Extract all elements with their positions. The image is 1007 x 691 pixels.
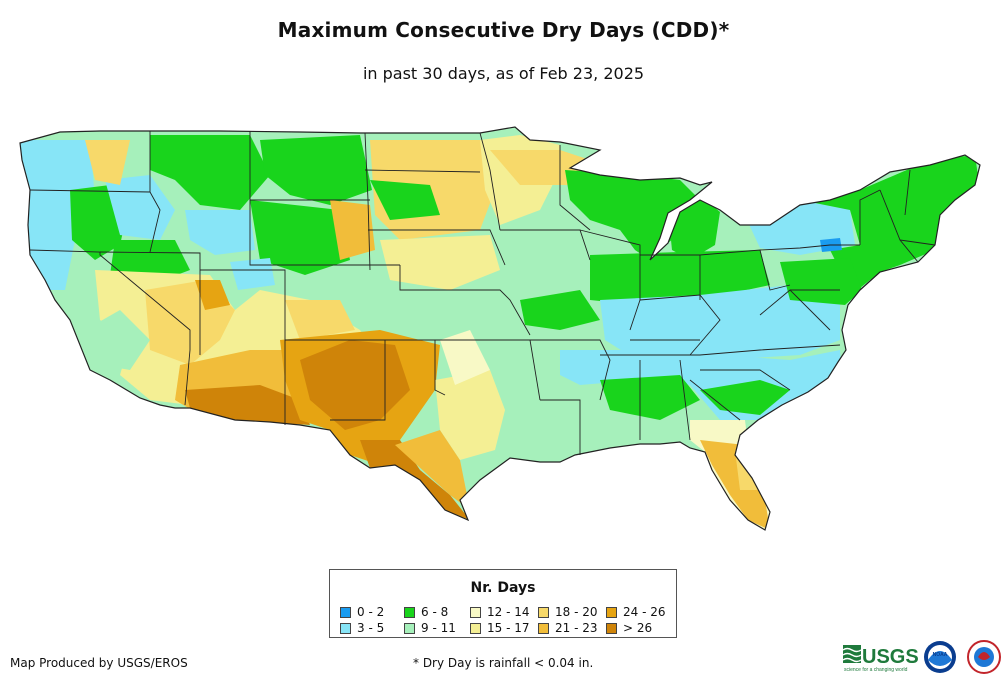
legend-label: 12 - 14 — [487, 605, 530, 619]
legend-swatch — [470, 623, 481, 634]
footer-note: * Dry Day is rainfall < 0.04 in. — [413, 656, 594, 670]
cdd-field — [20, 127, 980, 530]
legend-swatch — [404, 607, 415, 618]
legend-item: > 26 — [606, 621, 652, 635]
legend-swatch — [340, 623, 351, 634]
legend-item: 24 - 26 — [606, 605, 666, 619]
legend-label: > 26 — [623, 621, 653, 635]
legend-item: 12 - 14 — [470, 605, 530, 619]
legend-label: 18 - 20 — [555, 605, 598, 619]
legend-item: 21 - 23 — [538, 621, 598, 635]
map-subtitle: in past 30 days, as of Feb 23, 2025 — [362, 64, 645, 83]
legend-label: 24 - 26 — [623, 605, 666, 619]
legend-item: 15 - 17 — [470, 621, 530, 635]
noaa-text: NOAA — [933, 652, 948, 658]
legend-item: 6 - 8 — [404, 605, 448, 619]
legend-swatch — [606, 623, 617, 634]
legend-swatch — [470, 607, 481, 618]
usgs-text: USGS — [862, 646, 919, 668]
state-boundaries — [19, 126, 981, 531]
legend-label: 3 - 5 — [357, 621, 385, 635]
legend-swatch — [340, 607, 351, 618]
legend-label: 21 - 23 — [555, 621, 598, 635]
legend-swatch — [404, 623, 415, 634]
map-title: Maximum Consecutive Dry Days (CDD)* — [277, 18, 730, 42]
legend-title: Nr. Days — [470, 580, 536, 596]
noaa-logo: NOAA — [924, 641, 956, 673]
legend-item: 18 - 20 — [538, 605, 598, 619]
legend-item: 3 - 5 — [340, 621, 384, 635]
usgs-tagline: science for a changing world — [844, 667, 908, 673]
legend-item: 9 - 11 — [404, 621, 456, 635]
legend-swatch — [538, 623, 549, 634]
legend-label: 0 - 2 — [357, 605, 385, 619]
footer-credit: Map Produced by USGS/EROS — [10, 656, 188, 670]
legend-item: 0 - 2 — [340, 605, 384, 619]
legend-swatch — [538, 607, 549, 618]
legend-label: 9 - 11 — [421, 621, 456, 635]
legend-swatch — [606, 607, 617, 618]
legend-label: 6 - 8 — [421, 605, 449, 619]
legend-label: 15 - 17 — [487, 621, 530, 635]
nws-logo — [967, 640, 1001, 674]
usgs-logo: USGS science for a changing world — [842, 645, 919, 673]
legend: Nr. Days 0 - 2 3 - 5 6 - 8 9 - 11 12 - 1… — [329, 569, 677, 638]
